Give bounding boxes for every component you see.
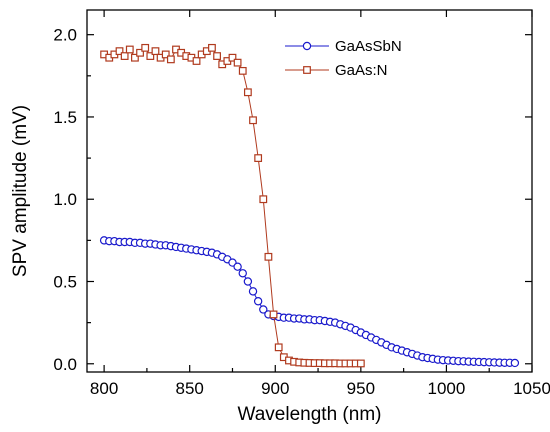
data-point xyxy=(136,48,144,57)
x-tick-label: 1000 xyxy=(428,379,466,398)
data-point xyxy=(233,262,242,271)
data-point xyxy=(146,52,155,60)
data-point xyxy=(253,297,263,306)
plot-frame xyxy=(86,9,533,373)
data-point xyxy=(264,252,273,261)
x-tick-label: 900 xyxy=(261,379,289,398)
data-point xyxy=(192,57,201,65)
x-tick-label: 850 xyxy=(176,379,204,398)
data-point xyxy=(166,55,175,64)
x-tick-label: 1050 xyxy=(513,379,550,398)
y-tick-label: 1.0 xyxy=(53,190,77,209)
legend-item: GaAs:N xyxy=(285,62,388,79)
data-point xyxy=(269,310,278,319)
data-point xyxy=(249,116,257,125)
data-point xyxy=(254,154,263,162)
legend: GaAsSbN GaAs:N xyxy=(285,38,402,79)
data-point xyxy=(238,66,247,75)
data-point xyxy=(274,343,283,352)
data-point xyxy=(208,43,216,52)
legend-label: GaAs:N xyxy=(335,62,388,79)
x-tick-label: 950 xyxy=(347,379,375,398)
data-point xyxy=(115,47,124,56)
data-point xyxy=(259,195,268,204)
y-tick-label: 1.5 xyxy=(53,108,77,127)
legend-marker xyxy=(303,66,311,74)
x-tick-label: 800 xyxy=(90,379,118,398)
data-point xyxy=(228,53,237,62)
x-axis-title: Wavelength (nm) xyxy=(238,404,382,425)
series-0 xyxy=(99,236,520,368)
data-point xyxy=(238,269,247,278)
data-point xyxy=(131,53,139,62)
data-point xyxy=(243,88,252,97)
data-point xyxy=(125,45,134,54)
data-point xyxy=(151,47,160,56)
series-layer xyxy=(99,43,520,368)
legend-item: GaAsSbN xyxy=(285,38,402,55)
y-axis-title: SPV amplitude (mV) xyxy=(10,105,31,277)
series-1 xyxy=(100,43,365,368)
data-point xyxy=(243,277,253,286)
data-point xyxy=(259,305,268,314)
data-point xyxy=(213,52,221,60)
y-tick-label: 2.0 xyxy=(53,26,77,45)
data-point xyxy=(161,50,170,59)
legend-marker xyxy=(302,41,312,51)
y-tick-label: 0.0 xyxy=(53,355,77,374)
legend-label: GaAsSbN xyxy=(335,38,402,55)
data-point xyxy=(141,43,150,52)
axes: 800 850 900 950 1000 1050 0.0 0.5 1.0 1.5 2.0 xyxy=(53,9,550,398)
data-point xyxy=(356,359,365,368)
data-point xyxy=(120,52,129,60)
series-line xyxy=(104,239,515,364)
data-point xyxy=(510,358,520,368)
series-line xyxy=(103,47,361,364)
data-point xyxy=(248,287,258,296)
data-point xyxy=(233,58,242,67)
y-tick-label: 0.5 xyxy=(53,273,77,292)
